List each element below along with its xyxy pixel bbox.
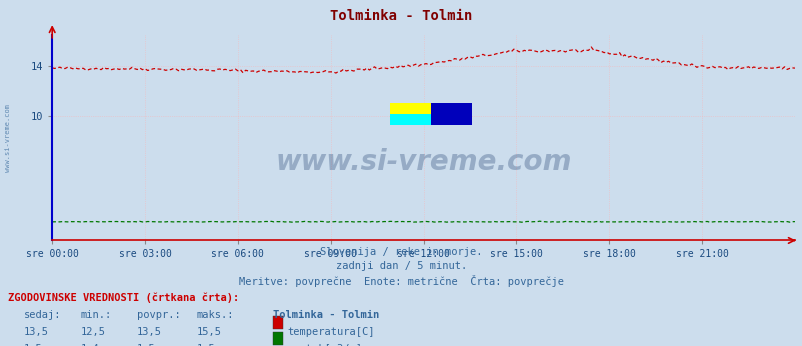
Text: Tolminka - Tolmin: Tolminka - Tolmin: [330, 9, 472, 22]
Text: 1,5: 1,5: [136, 344, 155, 346]
Text: zadnji dan / 5 minut.: zadnji dan / 5 minut.: [335, 261, 467, 271]
Text: pretok[m3/s]: pretok[m3/s]: [287, 344, 362, 346]
Text: sedaj:: sedaj:: [24, 310, 62, 320]
Text: www.si-vreme.com: www.si-vreme.com: [275, 148, 571, 176]
FancyBboxPatch shape: [431, 102, 472, 125]
Text: www.si-vreme.com: www.si-vreme.com: [5, 104, 10, 172]
Text: 12,5: 12,5: [80, 327, 105, 337]
Text: 1,5: 1,5: [196, 344, 215, 346]
Text: Meritve: povprečne  Enote: metrične  Črta: povprečje: Meritve: povprečne Enote: metrične Črta:…: [239, 275, 563, 287]
Text: 1,4: 1,4: [80, 344, 99, 346]
Text: 13,5: 13,5: [24, 327, 49, 337]
Text: povpr.:: povpr.:: [136, 310, 180, 320]
FancyBboxPatch shape: [390, 114, 431, 125]
Text: 1,5: 1,5: [24, 344, 43, 346]
Text: min.:: min.:: [80, 310, 111, 320]
Text: ZGODOVINSKE VREDNOSTI (črtkana črta):: ZGODOVINSKE VREDNOSTI (črtkana črta):: [8, 292, 239, 303]
Text: maks.:: maks.:: [196, 310, 234, 320]
Text: 15,5: 15,5: [196, 327, 221, 337]
Text: temperatura[C]: temperatura[C]: [287, 327, 375, 337]
Text: Tolminka - Tolmin: Tolminka - Tolmin: [273, 310, 379, 320]
FancyBboxPatch shape: [390, 102, 431, 114]
Text: 13,5: 13,5: [136, 327, 161, 337]
Text: Slovenija / reke in morje.: Slovenija / reke in morje.: [320, 247, 482, 257]
